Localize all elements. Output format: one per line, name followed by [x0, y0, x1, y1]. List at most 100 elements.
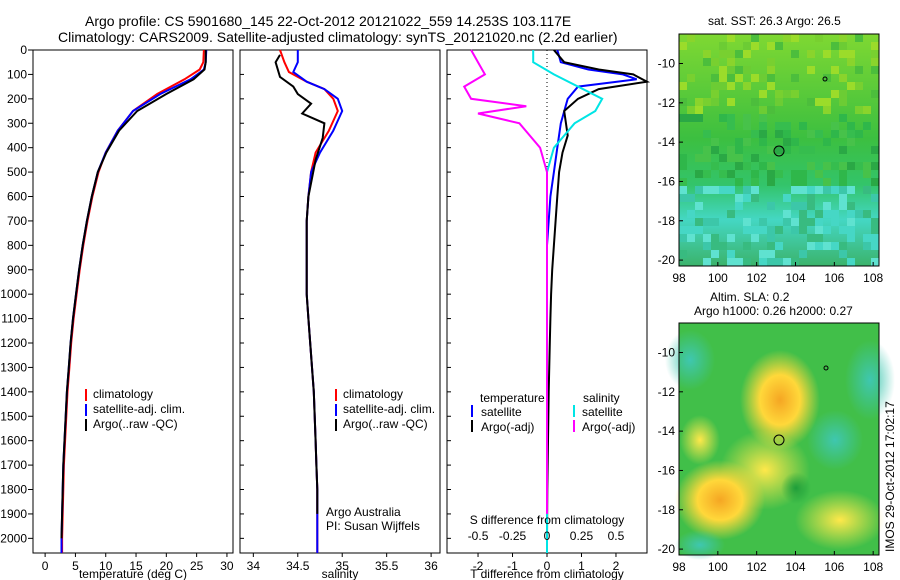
sst-pixel	[703, 130, 711, 138]
sst-pixel	[839, 170, 847, 178]
sst-pixel	[799, 186, 807, 194]
sst-pixel	[839, 226, 847, 234]
sst-pixel	[679, 234, 687, 242]
diff-legend-argo: Argo(-adj)	[481, 420, 534, 434]
temp-legend-label: climatology	[93, 387, 153, 401]
sst-pixel	[703, 218, 711, 226]
depth-tick-label: 2000	[0, 531, 27, 545]
sst-pixel	[871, 66, 879, 74]
sst-pixel	[863, 162, 871, 170]
diff-x-tick-label: 2	[613, 559, 620, 573]
sst-pixel	[767, 258, 775, 266]
sst-pixel	[679, 42, 687, 50]
sst-pixel	[783, 258, 791, 266]
sst-pixel	[735, 74, 743, 82]
sst-pixel	[847, 50, 855, 58]
slaAxes-x-tick-label: 106	[824, 560, 844, 574]
diff-x-tick-label: -2	[473, 559, 484, 573]
sst-pixel	[807, 242, 815, 250]
sst-pixel	[695, 202, 703, 210]
sst-pixel	[823, 98, 831, 106]
sst-pixel	[847, 130, 855, 138]
sst-pixel	[727, 66, 735, 74]
slaAxes-y-tick-label: -20	[658, 542, 676, 556]
sst-pixel	[751, 234, 759, 242]
sst-pixel	[839, 42, 847, 50]
sst-pixel	[839, 202, 847, 210]
sst-pixel	[719, 66, 727, 74]
temp-legend-label: Argo(..raw -QC)	[93, 417, 178, 431]
sst-pixel	[775, 226, 783, 234]
depth-tick-label: 800	[7, 238, 27, 252]
sst-pixel	[751, 226, 759, 234]
sst-pixel	[687, 234, 695, 242]
sal-x-tick-label: 36	[424, 559, 438, 573]
diff-series-satellite	[546, 49, 638, 553]
sst-pixel	[839, 178, 847, 186]
sst-pixel	[767, 242, 775, 250]
sst-pixel	[823, 50, 831, 58]
sst-pixel	[791, 258, 799, 266]
sst-pixel	[767, 178, 775, 186]
sst-pixel	[727, 34, 735, 42]
sst-pixel	[823, 242, 831, 250]
sal-legend-label: Argo(..raw -QC)	[343, 417, 428, 431]
sst-pixel	[807, 218, 815, 226]
sst-pixel	[767, 106, 775, 114]
sal-legend-label: climatology	[343, 387, 403, 401]
diff-legend-sal-satellite: satellite	[582, 405, 623, 419]
temp-series-climatology	[61, 49, 205, 553]
sst-pixel	[807, 234, 815, 242]
sst-pixel	[727, 250, 735, 258]
sst-pixel	[767, 42, 775, 50]
sst-pixel	[839, 130, 847, 138]
sst-pixel	[775, 42, 783, 50]
sst-pixel	[727, 154, 735, 162]
sst-pixel	[743, 42, 751, 50]
slaAxes-x-tick-label: 104	[785, 560, 805, 574]
sstAxes-y-tick-label: -10	[658, 56, 676, 70]
sst-pixel	[727, 114, 735, 122]
sst-pixel	[743, 138, 751, 146]
sst-pixel	[751, 74, 759, 82]
sla-argo-position-marker	[773, 434, 785, 446]
sst-pixel	[727, 50, 735, 58]
sst-pixel	[807, 162, 815, 170]
sst-pixel	[759, 162, 767, 170]
sst-pixel	[679, 250, 687, 258]
sst-pixel	[807, 66, 815, 74]
sst-pixel	[831, 210, 839, 218]
depth-tick-label: 1200	[0, 336, 27, 350]
sst-map-frame	[678, 33, 880, 267]
sst-pixel	[679, 162, 687, 170]
sst-pixel	[839, 146, 847, 154]
sst-pixel	[767, 82, 775, 90]
sst-pixel	[823, 178, 831, 186]
sst-pixel	[815, 98, 823, 106]
sst-pixel	[783, 194, 791, 202]
sst-pixel	[759, 74, 767, 82]
sst-pixel	[791, 202, 799, 210]
sal-xlabel: salinity	[322, 567, 359, 580]
sst-pixel	[767, 146, 775, 154]
credit-line2: PI: Susan Wijffels	[326, 519, 420, 533]
temp-x-tick-label: 15	[129, 559, 143, 573]
sst-pixel	[847, 258, 855, 266]
depth-tick-label: 900	[7, 263, 27, 277]
sst-pixel	[871, 234, 879, 242]
sst-argo-position-marker	[773, 145, 785, 157]
sst-pixel	[735, 50, 743, 58]
sst-pixel	[735, 194, 743, 202]
sst-pixel	[871, 218, 879, 226]
sst-pixel	[815, 170, 823, 178]
sst-pixel	[775, 242, 783, 250]
sst-pixel	[823, 186, 831, 194]
sst-pixel	[799, 226, 807, 234]
sst-pixel	[775, 146, 783, 154]
sst-pixel	[871, 42, 879, 50]
slaAxes-x-tick-label: 102	[747, 560, 767, 574]
sst-pixel	[727, 258, 735, 266]
sst-pixel	[743, 258, 751, 266]
depth-tick-label: 1700	[0, 458, 27, 472]
